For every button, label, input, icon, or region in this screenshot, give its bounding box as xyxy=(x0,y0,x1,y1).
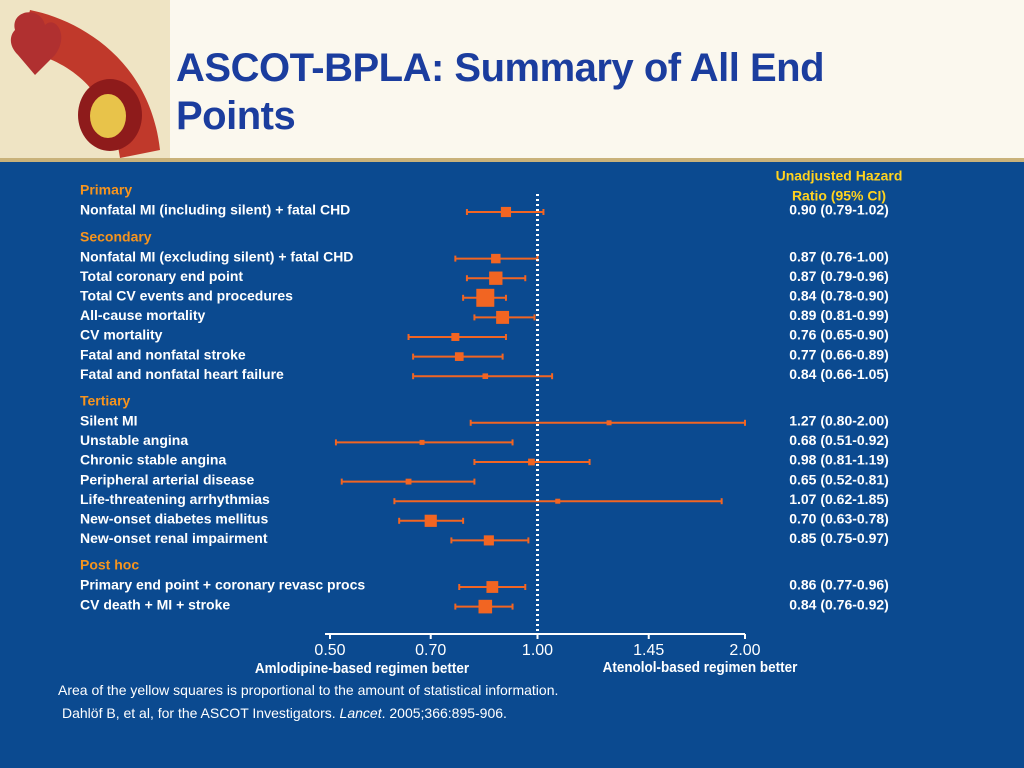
citation-authors: Dahlöf B, et al, for the ASCOT Investiga… xyxy=(62,705,336,721)
heart xyxy=(10,12,62,75)
value-label: 0.98 (0.81-1.19) xyxy=(789,452,889,468)
point-estimate xyxy=(424,514,437,527)
point-estimate xyxy=(476,288,495,307)
point-estimate xyxy=(486,581,499,593)
value-label: 1.07 (0.62-1.85) xyxy=(789,491,889,507)
citation-journal: Lancet xyxy=(339,705,382,721)
group-heading: Tertiary xyxy=(80,393,131,409)
plaque xyxy=(90,94,126,138)
point-estimate xyxy=(405,478,412,485)
value-label: 0.68 (0.51-0.92) xyxy=(789,432,889,448)
row-label: Fatal and nonfatal heart failure xyxy=(80,366,284,382)
group-heading: Secondary xyxy=(80,228,152,244)
row-label: CV death + MI + stroke xyxy=(80,596,230,612)
value-label: 0.87 (0.79-0.96) xyxy=(789,268,889,284)
point-estimate xyxy=(454,352,464,361)
row-label: Total CV events and procedures xyxy=(80,288,293,304)
row-label: Nonfatal MI (including silent) + fatal C… xyxy=(80,202,350,218)
citation: Dahlöf B, et al, for the ASCOT Investiga… xyxy=(62,705,507,721)
row-label: Nonfatal MI (excluding silent) + fatal C… xyxy=(80,248,353,264)
point-estimate xyxy=(451,333,460,341)
x-tick-label: 0.70 xyxy=(415,642,446,659)
row-label: Chronic stable angina xyxy=(80,452,226,468)
value-label: 0.84 (0.76-0.92) xyxy=(789,596,889,612)
column-header: Ratio (95% CI) xyxy=(792,188,886,204)
value-label: 0.85 (0.75-0.97) xyxy=(789,530,889,546)
value-label: 0.76 (0.65-0.90) xyxy=(789,327,889,343)
row-label: Life-threatening arrhythmias xyxy=(80,491,270,507)
value-label: 0.90 (0.79-1.02) xyxy=(789,202,889,218)
point-estimate xyxy=(489,271,503,285)
citation-details: . 2005;366:895-906. xyxy=(381,705,507,721)
value-label: 0.87 (0.76-1.00) xyxy=(789,248,889,264)
value-label: 0.86 (0.77-0.96) xyxy=(789,577,889,593)
value-label: 0.77 (0.66-0.89) xyxy=(789,346,889,362)
point-estimate xyxy=(482,373,489,379)
group-heading: Post hoc xyxy=(80,557,139,573)
value-label: 0.65 (0.52-0.81) xyxy=(789,471,889,487)
group-heading: Primary xyxy=(80,182,132,198)
left-axis-label: Amlodipine-based regimen better xyxy=(255,660,470,677)
footnote: Area of the yellow squares is proportion… xyxy=(58,682,559,698)
point-estimate xyxy=(491,253,501,264)
row-label: New-onset diabetes mellitus xyxy=(80,511,268,527)
row-label: Silent MI xyxy=(80,413,138,429)
row-label: New-onset renal impairment xyxy=(80,530,268,546)
point-estimate xyxy=(483,535,494,546)
header-illustration xyxy=(0,0,170,158)
header-band xyxy=(0,0,1024,158)
column-header: Unadjusted Hazard xyxy=(776,168,903,184)
x-tick-label: 0.50 xyxy=(314,642,345,659)
point-estimate xyxy=(528,458,535,466)
row-label: Unstable angina xyxy=(80,432,188,448)
slide-title: ASCOT-BPLA: Summary of All End Points xyxy=(176,46,825,138)
row-label: All-cause mortality xyxy=(80,307,205,323)
value-label: 0.84 (0.66-1.05) xyxy=(789,366,889,382)
point-estimate xyxy=(606,420,612,426)
value-label: 0.89 (0.81-0.99) xyxy=(789,307,889,323)
value-label: 0.84 (0.78-0.90) xyxy=(789,288,889,304)
point-estimate xyxy=(478,599,493,614)
point-estimate xyxy=(555,498,561,504)
x-tick-label: 2.00 xyxy=(729,642,760,659)
value-label: 0.70 (0.63-0.78) xyxy=(789,511,889,527)
header-rule xyxy=(0,158,1024,162)
row-label: Primary end point + coronary revasc proc… xyxy=(80,577,365,593)
row-label: Fatal and nonfatal stroke xyxy=(80,346,246,362)
point-estimate xyxy=(496,310,510,324)
x-tick-label: 1.45 xyxy=(633,642,664,659)
x-tick-label: 1.00 xyxy=(522,642,553,659)
row-label: Peripheral arterial disease xyxy=(80,471,255,487)
point-estimate xyxy=(500,206,512,218)
right-axis-label: Atenolol-based regimen better xyxy=(603,659,798,676)
row-label: CV mortality xyxy=(80,327,163,343)
point-estimate xyxy=(419,439,425,445)
row-label: Total coronary end point xyxy=(80,268,243,284)
value-label: 1.27 (0.80-2.00) xyxy=(789,413,889,429)
